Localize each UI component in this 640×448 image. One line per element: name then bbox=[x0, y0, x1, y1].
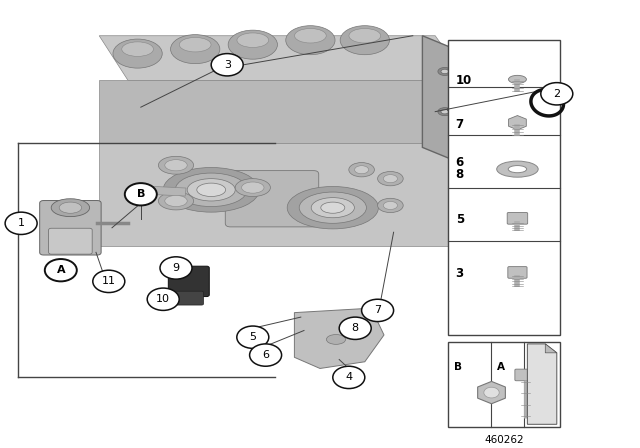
Ellipse shape bbox=[236, 179, 271, 197]
FancyBboxPatch shape bbox=[49, 228, 92, 254]
Ellipse shape bbox=[441, 109, 449, 114]
Ellipse shape bbox=[326, 335, 346, 345]
Circle shape bbox=[237, 326, 269, 349]
FancyBboxPatch shape bbox=[40, 201, 101, 255]
Ellipse shape bbox=[60, 202, 82, 213]
Ellipse shape bbox=[441, 69, 449, 73]
Polygon shape bbox=[99, 143, 467, 246]
Ellipse shape bbox=[508, 166, 527, 173]
FancyBboxPatch shape bbox=[225, 171, 319, 227]
Ellipse shape bbox=[509, 75, 527, 83]
Polygon shape bbox=[527, 344, 557, 424]
FancyBboxPatch shape bbox=[515, 369, 536, 381]
Text: 1: 1 bbox=[18, 218, 24, 228]
Ellipse shape bbox=[165, 195, 188, 207]
Ellipse shape bbox=[51, 199, 90, 217]
Ellipse shape bbox=[378, 172, 403, 186]
Circle shape bbox=[362, 299, 394, 322]
Ellipse shape bbox=[163, 168, 259, 212]
Ellipse shape bbox=[188, 179, 236, 201]
Ellipse shape bbox=[197, 183, 226, 197]
Ellipse shape bbox=[311, 198, 355, 218]
Text: 7: 7 bbox=[456, 118, 464, 131]
Ellipse shape bbox=[294, 29, 326, 43]
Text: 460262: 460262 bbox=[484, 435, 524, 445]
Text: 6: 6 bbox=[262, 350, 269, 360]
Ellipse shape bbox=[497, 161, 538, 177]
FancyBboxPatch shape bbox=[507, 212, 528, 224]
Text: 5: 5 bbox=[250, 332, 256, 342]
Ellipse shape bbox=[383, 202, 397, 210]
Text: 3: 3 bbox=[456, 267, 464, 280]
Ellipse shape bbox=[438, 68, 452, 75]
FancyBboxPatch shape bbox=[168, 266, 209, 297]
Ellipse shape bbox=[378, 198, 403, 213]
Ellipse shape bbox=[159, 192, 193, 210]
Bar bbox=[448, 40, 560, 335]
Circle shape bbox=[484, 387, 499, 398]
Circle shape bbox=[93, 270, 125, 293]
Circle shape bbox=[333, 366, 365, 388]
Text: 8: 8 bbox=[351, 323, 359, 333]
Ellipse shape bbox=[159, 156, 193, 174]
Text: 10: 10 bbox=[156, 294, 170, 304]
Ellipse shape bbox=[349, 29, 381, 43]
Text: 10: 10 bbox=[456, 74, 472, 87]
Ellipse shape bbox=[340, 26, 389, 55]
Text: 5: 5 bbox=[456, 213, 464, 226]
Circle shape bbox=[5, 212, 37, 234]
Ellipse shape bbox=[179, 37, 211, 52]
Text: 3: 3 bbox=[224, 60, 230, 70]
Text: 9: 9 bbox=[172, 263, 180, 273]
Ellipse shape bbox=[175, 173, 247, 207]
Ellipse shape bbox=[447, 106, 461, 113]
Circle shape bbox=[250, 344, 282, 366]
Ellipse shape bbox=[355, 166, 369, 174]
Ellipse shape bbox=[300, 192, 367, 223]
Ellipse shape bbox=[242, 182, 264, 193]
Text: 7: 7 bbox=[374, 306, 381, 315]
Ellipse shape bbox=[122, 42, 154, 56]
Circle shape bbox=[125, 183, 157, 206]
Polygon shape bbox=[422, 36, 477, 170]
Ellipse shape bbox=[113, 39, 163, 68]
Circle shape bbox=[339, 317, 371, 340]
Polygon shape bbox=[99, 80, 467, 143]
Text: B: B bbox=[136, 190, 145, 199]
Ellipse shape bbox=[165, 159, 188, 171]
Ellipse shape bbox=[321, 202, 345, 213]
Circle shape bbox=[211, 54, 243, 76]
Text: 11: 11 bbox=[102, 276, 116, 286]
Ellipse shape bbox=[349, 163, 374, 177]
Ellipse shape bbox=[285, 26, 335, 55]
Text: A: A bbox=[497, 362, 505, 372]
Text: B: B bbox=[454, 362, 462, 372]
Circle shape bbox=[160, 257, 192, 279]
Polygon shape bbox=[294, 308, 384, 368]
Text: 2: 2 bbox=[553, 89, 561, 99]
Ellipse shape bbox=[383, 175, 397, 183]
Bar bbox=[448, 342, 560, 426]
Circle shape bbox=[541, 82, 573, 105]
FancyArrow shape bbox=[140, 186, 186, 196]
Ellipse shape bbox=[287, 186, 378, 229]
Ellipse shape bbox=[228, 30, 278, 59]
Text: 6: 6 bbox=[456, 156, 464, 169]
Polygon shape bbox=[545, 344, 557, 353]
FancyBboxPatch shape bbox=[508, 267, 527, 278]
Ellipse shape bbox=[438, 108, 452, 116]
Text: 8: 8 bbox=[456, 168, 464, 181]
Text: 4: 4 bbox=[345, 372, 353, 383]
Circle shape bbox=[147, 288, 179, 310]
Polygon shape bbox=[99, 36, 467, 80]
Ellipse shape bbox=[237, 33, 269, 47]
Ellipse shape bbox=[170, 34, 220, 64]
Circle shape bbox=[45, 259, 77, 281]
Text: A: A bbox=[56, 265, 65, 275]
FancyBboxPatch shape bbox=[174, 291, 204, 305]
